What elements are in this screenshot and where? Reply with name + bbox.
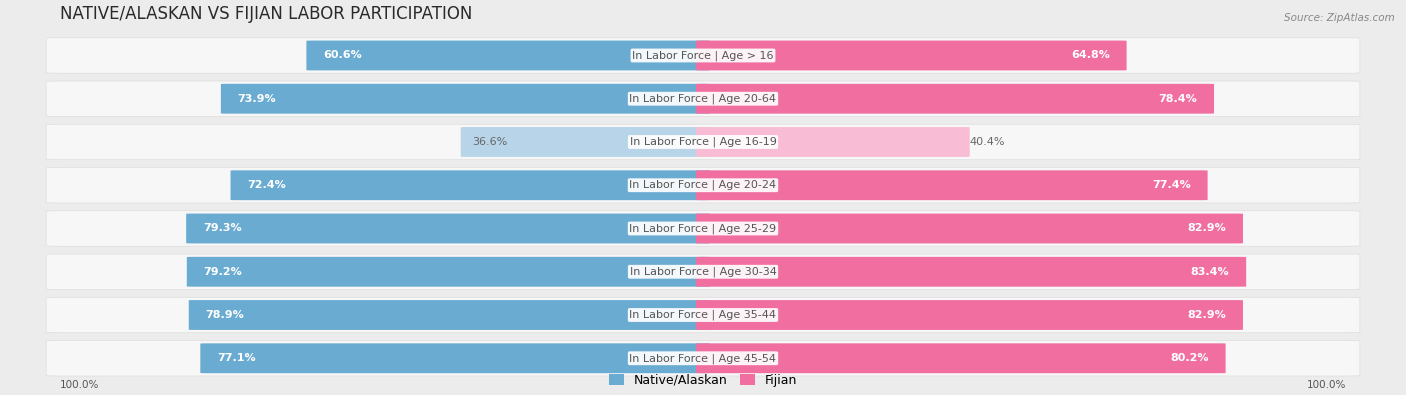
FancyBboxPatch shape xyxy=(461,127,710,157)
FancyBboxPatch shape xyxy=(46,211,1360,246)
Text: 60.6%: 60.6% xyxy=(323,51,361,60)
Text: In Labor Force | Age 20-64: In Labor Force | Age 20-64 xyxy=(630,94,776,104)
Text: In Labor Force | Age > 16: In Labor Force | Age > 16 xyxy=(633,50,773,61)
FancyBboxPatch shape xyxy=(221,84,710,114)
Text: 36.6%: 36.6% xyxy=(472,137,508,147)
Text: 64.8%: 64.8% xyxy=(1071,51,1109,60)
Text: 80.2%: 80.2% xyxy=(1170,353,1209,363)
FancyBboxPatch shape xyxy=(46,81,1360,117)
FancyBboxPatch shape xyxy=(188,300,710,330)
FancyBboxPatch shape xyxy=(231,170,710,200)
Text: In Labor Force | Age 20-24: In Labor Force | Age 20-24 xyxy=(630,180,776,190)
Text: 79.3%: 79.3% xyxy=(202,224,242,233)
FancyBboxPatch shape xyxy=(696,300,1243,330)
FancyBboxPatch shape xyxy=(46,340,1360,376)
Text: 79.2%: 79.2% xyxy=(204,267,242,277)
FancyBboxPatch shape xyxy=(46,297,1360,333)
FancyBboxPatch shape xyxy=(307,41,710,70)
FancyBboxPatch shape xyxy=(696,343,1226,373)
Text: In Labor Force | Age 16-19: In Labor Force | Age 16-19 xyxy=(630,137,776,147)
FancyBboxPatch shape xyxy=(46,167,1360,203)
FancyBboxPatch shape xyxy=(46,254,1360,290)
Text: 78.4%: 78.4% xyxy=(1159,94,1198,104)
FancyBboxPatch shape xyxy=(200,343,710,373)
FancyBboxPatch shape xyxy=(187,257,710,287)
FancyBboxPatch shape xyxy=(46,38,1360,73)
FancyBboxPatch shape xyxy=(696,84,1213,114)
Text: In Labor Force | Age 30-34: In Labor Force | Age 30-34 xyxy=(630,267,776,277)
FancyBboxPatch shape xyxy=(696,214,1243,243)
Text: 73.9%: 73.9% xyxy=(238,94,277,104)
Text: 100.0%: 100.0% xyxy=(60,380,100,390)
FancyBboxPatch shape xyxy=(696,127,970,157)
Text: In Labor Force | Age 35-44: In Labor Force | Age 35-44 xyxy=(630,310,776,320)
FancyBboxPatch shape xyxy=(46,124,1360,160)
Text: 72.4%: 72.4% xyxy=(247,180,285,190)
Text: 40.4%: 40.4% xyxy=(970,137,1005,147)
Text: 77.4%: 77.4% xyxy=(1152,180,1191,190)
Text: 77.1%: 77.1% xyxy=(217,353,256,363)
Legend: Native/Alaskan, Fijian: Native/Alaskan, Fijian xyxy=(603,369,803,392)
Text: In Labor Force | Age 45-54: In Labor Force | Age 45-54 xyxy=(630,353,776,363)
FancyBboxPatch shape xyxy=(696,257,1246,287)
Text: NATIVE/ALASKAN VS FIJIAN LABOR PARTICIPATION: NATIVE/ALASKAN VS FIJIAN LABOR PARTICIPA… xyxy=(60,5,472,23)
FancyBboxPatch shape xyxy=(696,170,1208,200)
Text: 78.9%: 78.9% xyxy=(205,310,245,320)
Text: 82.9%: 82.9% xyxy=(1188,224,1226,233)
Text: In Labor Force | Age 25-29: In Labor Force | Age 25-29 xyxy=(630,223,776,234)
FancyBboxPatch shape xyxy=(696,41,1126,70)
Text: 83.4%: 83.4% xyxy=(1191,267,1229,277)
Text: Source: ZipAtlas.com: Source: ZipAtlas.com xyxy=(1284,13,1395,23)
Text: 100.0%: 100.0% xyxy=(1306,380,1346,390)
FancyBboxPatch shape xyxy=(186,214,710,243)
Text: 82.9%: 82.9% xyxy=(1188,310,1226,320)
